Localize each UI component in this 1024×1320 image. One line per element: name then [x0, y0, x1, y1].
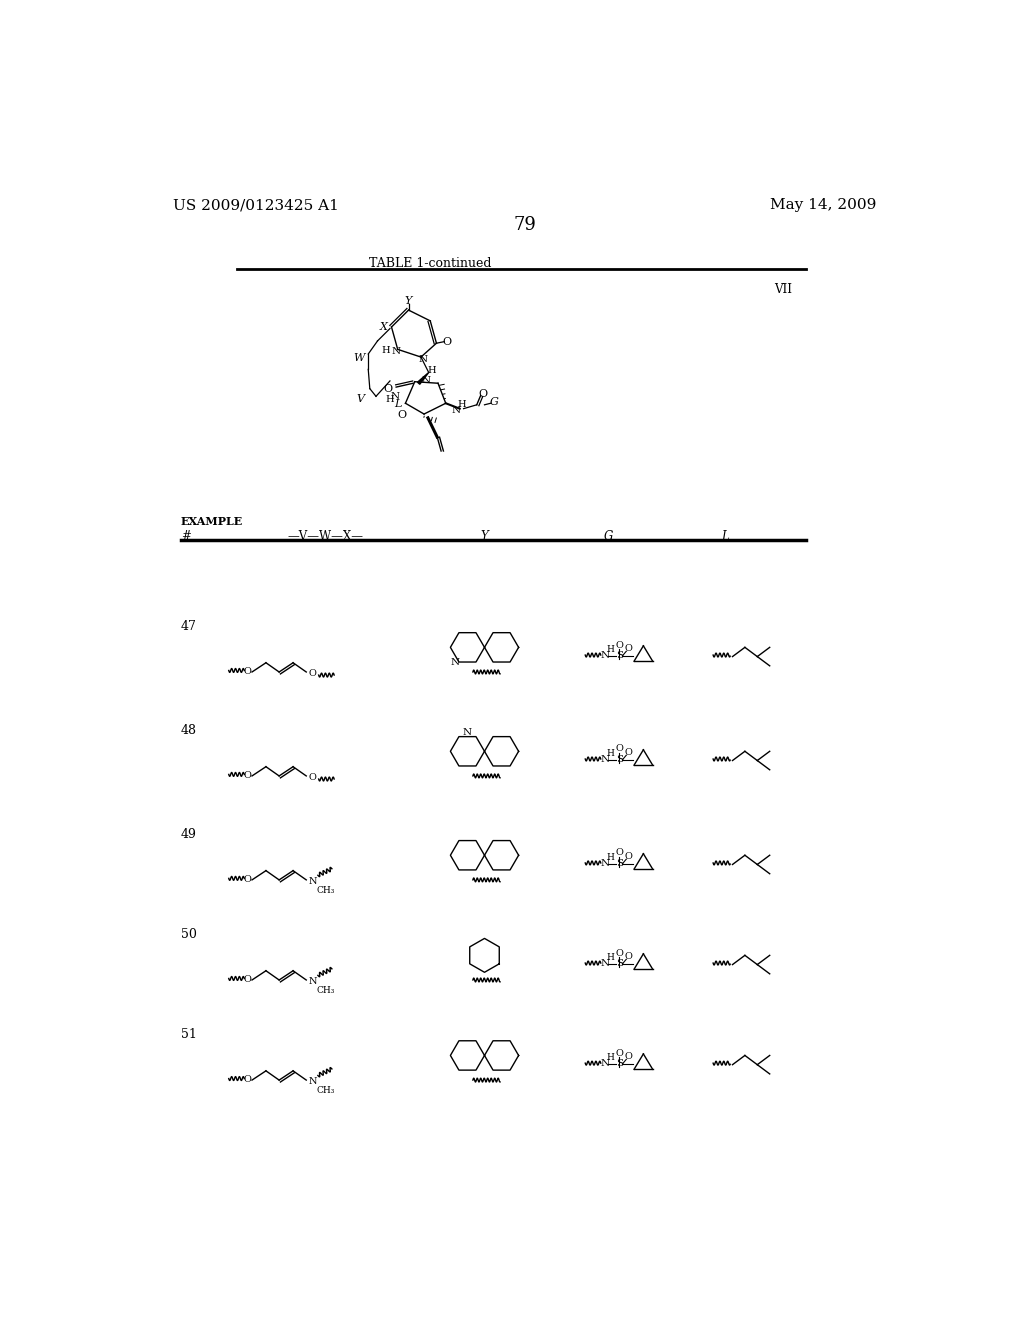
- Text: V: V: [356, 393, 365, 404]
- Text: O: O: [478, 389, 487, 399]
- Text: N: N: [308, 876, 316, 886]
- Text: H: H: [607, 750, 614, 758]
- Text: X: X: [380, 322, 388, 333]
- Text: N: N: [452, 405, 461, 414]
- Text: O: O: [615, 744, 624, 754]
- Text: O: O: [244, 974, 251, 983]
- Text: O: O: [625, 748, 633, 758]
- Text: VII: VII: [774, 284, 792, 296]
- Text: S: S: [615, 859, 623, 869]
- Text: CH₃: CH₃: [316, 986, 335, 995]
- Text: N: N: [308, 1077, 316, 1086]
- Text: H: H: [607, 1053, 614, 1063]
- Text: S: S: [615, 960, 623, 969]
- Text: O: O: [615, 640, 624, 649]
- Text: G: G: [489, 397, 499, 407]
- Text: 79: 79: [513, 216, 537, 234]
- Text: O: O: [625, 853, 633, 861]
- Polygon shape: [418, 372, 429, 384]
- Text: US 2009/0123425 A1: US 2009/0123425 A1: [173, 198, 339, 213]
- Text: L: L: [394, 399, 401, 409]
- Text: S: S: [615, 755, 623, 764]
- Text: O: O: [625, 1052, 633, 1061]
- Text: N: N: [600, 960, 609, 969]
- Text: N: N: [600, 859, 609, 869]
- Text: L: L: [721, 531, 729, 544]
- Text: O: O: [384, 384, 393, 393]
- Text: H: H: [607, 645, 614, 655]
- Text: O: O: [625, 953, 633, 961]
- Text: N: N: [419, 355, 428, 364]
- Text: O: O: [244, 771, 251, 780]
- Text: CH₃: CH₃: [316, 886, 335, 895]
- Text: 47: 47: [180, 620, 197, 634]
- Text: O: O: [244, 667, 251, 676]
- Text: O: O: [397, 409, 407, 420]
- Text: N: N: [422, 376, 431, 384]
- Text: N: N: [463, 727, 472, 737]
- Text: S: S: [615, 1060, 623, 1068]
- Text: H: H: [381, 346, 389, 355]
- Text: N: N: [451, 659, 460, 667]
- Text: N: N: [308, 977, 316, 986]
- Text: H: H: [457, 400, 466, 409]
- Text: N: N: [391, 347, 400, 356]
- Text: EXAMPLE: EXAMPLE: [180, 516, 243, 528]
- Text: O: O: [308, 774, 316, 781]
- Text: Y: Y: [480, 531, 488, 544]
- Text: H: H: [607, 953, 614, 962]
- Text: W: W: [353, 352, 365, 363]
- Text: O: O: [308, 669, 316, 678]
- Text: CH₃: CH₃: [316, 1086, 335, 1096]
- Text: N: N: [600, 755, 609, 764]
- Text: O: O: [244, 875, 251, 883]
- Text: H: H: [607, 853, 614, 862]
- Text: O: O: [615, 949, 624, 957]
- Text: May 14, 2009: May 14, 2009: [770, 198, 877, 213]
- Text: H: H: [386, 395, 394, 404]
- Text: N: N: [600, 1060, 609, 1068]
- Text: TABLE 1-continued: TABLE 1-continued: [369, 257, 492, 271]
- Text: 48: 48: [180, 725, 197, 738]
- Text: N: N: [390, 392, 399, 401]
- Text: O: O: [625, 644, 633, 653]
- Text: O: O: [615, 1048, 624, 1057]
- Text: 49: 49: [180, 829, 197, 841]
- Text: G: G: [604, 531, 613, 544]
- Text: 50: 50: [180, 928, 197, 941]
- Text: O: O: [442, 337, 452, 347]
- Text: Y: Y: [404, 296, 413, 306]
- Text: 51: 51: [180, 1028, 197, 1041]
- Text: O: O: [244, 1074, 251, 1084]
- Text: O: O: [615, 849, 624, 858]
- Text: —V—W—X—: —V—W—X—: [288, 531, 364, 544]
- Text: H: H: [427, 367, 436, 375]
- Text: S: S: [615, 651, 623, 660]
- Text: N: N: [600, 651, 609, 660]
- Text: #: #: [180, 531, 190, 544]
